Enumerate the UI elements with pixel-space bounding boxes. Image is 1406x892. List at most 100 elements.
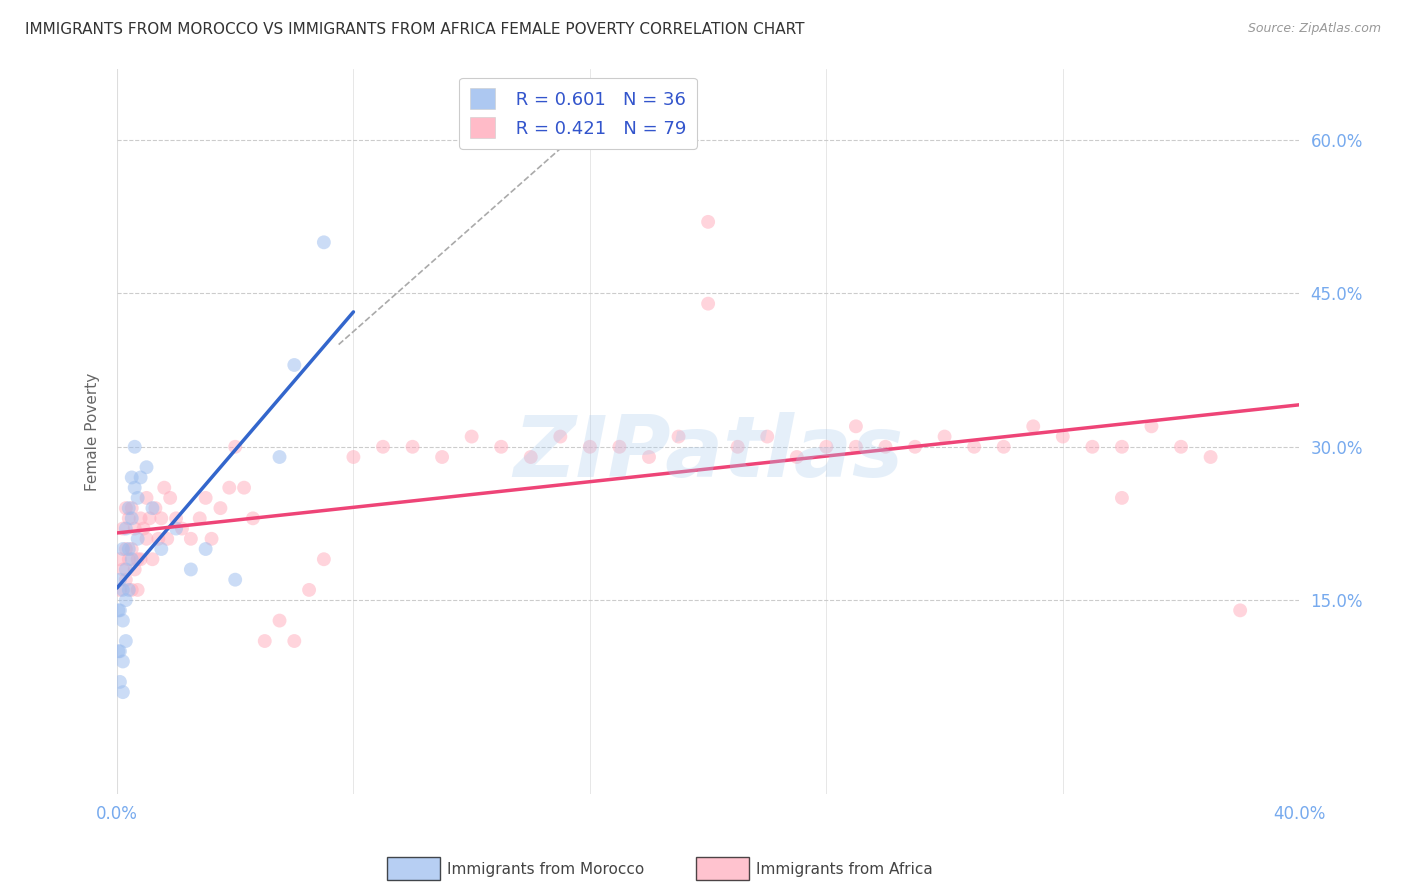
Point [108,552,131,566]
Point [111,614,134,628]
Point [127,491,149,505]
Point [1199,450,1222,464]
Point [638,450,661,464]
Point [165,522,187,536]
Point [121,541,143,556]
Point [121,511,143,525]
Text: Immigrants from Morocco: Immigrants from Morocco [447,863,644,877]
Point [121,470,143,484]
Point [1170,440,1192,454]
Point [129,511,152,525]
Point [118,541,141,556]
Y-axis label: Female Poverty: Female Poverty [86,372,100,491]
Point [1111,440,1133,454]
Point [114,541,136,556]
Point [269,614,291,628]
Point [153,481,176,495]
Point [118,552,141,566]
Point [756,429,779,443]
Point [121,501,143,516]
Point [108,603,131,617]
Point [845,440,868,454]
Point [224,573,246,587]
Point [188,511,211,525]
Point [253,634,276,648]
Point [111,655,134,669]
Point [283,634,305,648]
Text: ZIPatlas: ZIPatlas [513,412,903,495]
Point [141,501,163,516]
Point [180,562,202,576]
Point [108,674,131,689]
Point [194,541,217,556]
Point [124,440,146,454]
Point [697,296,720,310]
Point [1081,440,1104,454]
Point [1140,419,1163,434]
Point [342,450,364,464]
Point [114,634,136,648]
Point [460,429,482,443]
Point [283,358,305,372]
Point [108,644,131,658]
Point [371,440,394,454]
Point [135,532,157,546]
Legend:  R = 0.601   N = 36,  R = 0.421   N = 79: R = 0.601 N = 36, R = 0.421 N = 79 [460,78,697,149]
Point [114,501,136,516]
Point [430,450,453,464]
Point [401,440,423,454]
Point [121,552,143,566]
Point [165,511,187,525]
Point [127,552,149,566]
Point [108,582,131,597]
Point [224,440,246,454]
Point [114,573,136,587]
Point [668,429,690,443]
Point [135,491,157,505]
Point [242,511,264,525]
Point [200,532,222,546]
Point [609,440,631,454]
Point [727,440,749,454]
Point [1111,491,1133,505]
Point [124,562,146,576]
Text: IMMIGRANTS FROM MOROCCO VS IMMIGRANTS FROM AFRICA FEMALE POVERTY CORRELATION CHA: IMMIGRANTS FROM MOROCCO VS IMMIGRANTS FR… [25,22,804,37]
Point [786,450,808,464]
Point [904,440,927,454]
Point [156,532,179,546]
Point [550,429,572,443]
Point [170,522,193,536]
Point [138,511,160,525]
Point [993,440,1015,454]
Point [129,470,152,484]
Point [114,522,136,536]
Point [135,460,157,475]
Point [1229,603,1251,617]
Point [298,582,321,597]
Point [129,552,152,566]
Point [111,582,134,597]
Point [875,440,897,454]
Point [180,532,202,546]
Point [209,501,232,516]
Point [118,511,141,525]
Point [489,440,512,454]
Point [150,511,173,525]
Point [145,501,167,516]
Point [148,532,170,546]
Point [107,603,129,617]
Point [118,501,141,516]
Point [124,481,146,495]
Point [1052,429,1074,443]
Point [114,593,136,607]
Point [127,532,149,546]
Point [312,552,335,566]
Point [312,235,335,250]
Point [150,541,173,556]
Point [111,685,134,699]
Point [121,582,143,597]
Point [269,450,291,464]
Point [934,429,956,443]
Text: Source: ZipAtlas.com: Source: ZipAtlas.com [1247,22,1381,36]
Point [118,582,141,597]
